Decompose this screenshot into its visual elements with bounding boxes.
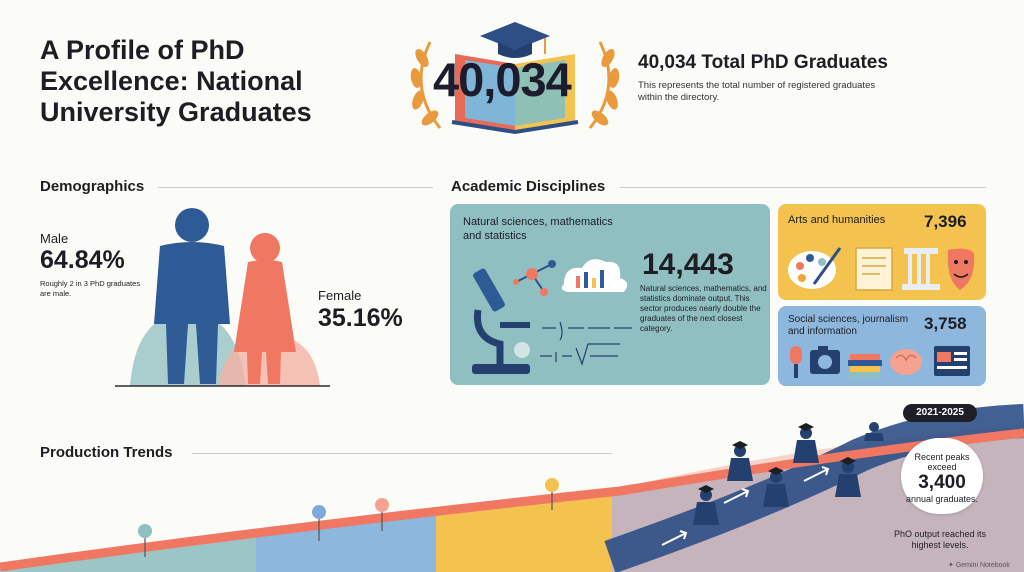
demographics-title: Demographics (40, 178, 145, 195)
male-note: Roughly 2 in 3 PhD graduates are male. (40, 279, 141, 298)
natural-sciences-label: Natural sciences, mathematics and statis… (463, 216, 613, 242)
natural-sciences-card: Natural sciences, mathematics and statis… (450, 204, 770, 385)
gender-figures-illustration (115, 208, 330, 387)
equations-icon (540, 321, 632, 366)
sparkle-icon: ✦ (948, 562, 954, 569)
page-title: A Profile of PhD Excellence: National Un… (40, 35, 312, 127)
scroll-icon (855, 247, 893, 291)
male-figure-icon (154, 208, 230, 384)
trend-pin-1 (138, 524, 152, 557)
peak-callout-number: 3,400 (918, 472, 966, 493)
science-illustration (472, 259, 632, 374)
social-sciences-card: Social sciences, journalism and informat… (778, 306, 986, 386)
social-sciences-count: 3,758 (924, 314, 967, 333)
theater-mask-icon (947, 248, 975, 290)
cloud-chart-icon (561, 259, 628, 292)
molecule-icon (513, 260, 556, 296)
books-icon (848, 354, 882, 378)
left-laurel-icon (410, 41, 442, 129)
natural-sciences-count: 14,443 (642, 248, 734, 281)
watermark-text: Gemini Notebook (955, 562, 1010, 569)
microphone-icon (790, 346, 802, 378)
female-figure-icon (234, 233, 296, 384)
social-sciences-illustration (790, 346, 970, 378)
demographics-divider (158, 187, 433, 188)
period-badge: 2021-2025 (903, 404, 977, 422)
disciplines-divider (620, 187, 986, 188)
open-book-icon (451, 54, 579, 135)
male-percentage: 64.84% (40, 246, 125, 274)
total-graduates-title: 40,034 Total PhD Graduates (638, 52, 888, 73)
graduate-figure-icon (693, 422, 884, 525)
arts-illustration (788, 247, 975, 291)
trend-pin-4 (545, 478, 559, 510)
male-label: Male (40, 231, 69, 246)
column-icon (902, 248, 940, 290)
palette-icon (788, 247, 842, 289)
social-sciences-label: Social sciences, journalism and informat… (788, 314, 909, 337)
natural-sciences-description: Natural sciences, mathematics, and stati… (640, 284, 767, 333)
disciplines-title: Academic Disciplines (451, 178, 606, 195)
trend-line (0, 428, 1024, 572)
peak-callout: Recent peaks exceed 3,400 annual graduat… (901, 438, 983, 514)
news-browser-icon (934, 346, 970, 376)
female-percentage: 35.16% (318, 304, 403, 332)
brain-icon (890, 349, 922, 375)
upward-arrows-icon (661, 466, 830, 546)
graduation-book-illustration (410, 22, 620, 135)
right-laurel-icon (588, 41, 620, 129)
peak-callout-intro: Recent peaks exceed (914, 452, 970, 472)
arts-humanities-label: Arts and humanities (788, 214, 886, 226)
production-trend-illustration (0, 404, 1024, 572)
arts-humanities-card: Arts and humanities 7,396 (778, 204, 986, 300)
hero-number: 40,034 (433, 53, 572, 106)
female-label: Female (318, 288, 362, 303)
microscope-icon (472, 268, 530, 374)
trends-divider (192, 453, 612, 454)
trend-footnote: PhO output reached its highest levels. (893, 529, 987, 550)
arts-humanities-count: 7,396 (924, 212, 967, 231)
trends-title: Production Trends (40, 444, 173, 461)
trend-pin-3 (375, 498, 389, 531)
watermark: ✦ Gemini Notebook (948, 561, 1010, 569)
graduation-cap-icon (480, 22, 550, 58)
peak-callout-suffix: annual graduates. (905, 494, 979, 504)
camera-icon (810, 346, 840, 374)
total-graduates-description: This represents the total number of regi… (638, 80, 876, 103)
trend-pin-2 (312, 505, 326, 541)
